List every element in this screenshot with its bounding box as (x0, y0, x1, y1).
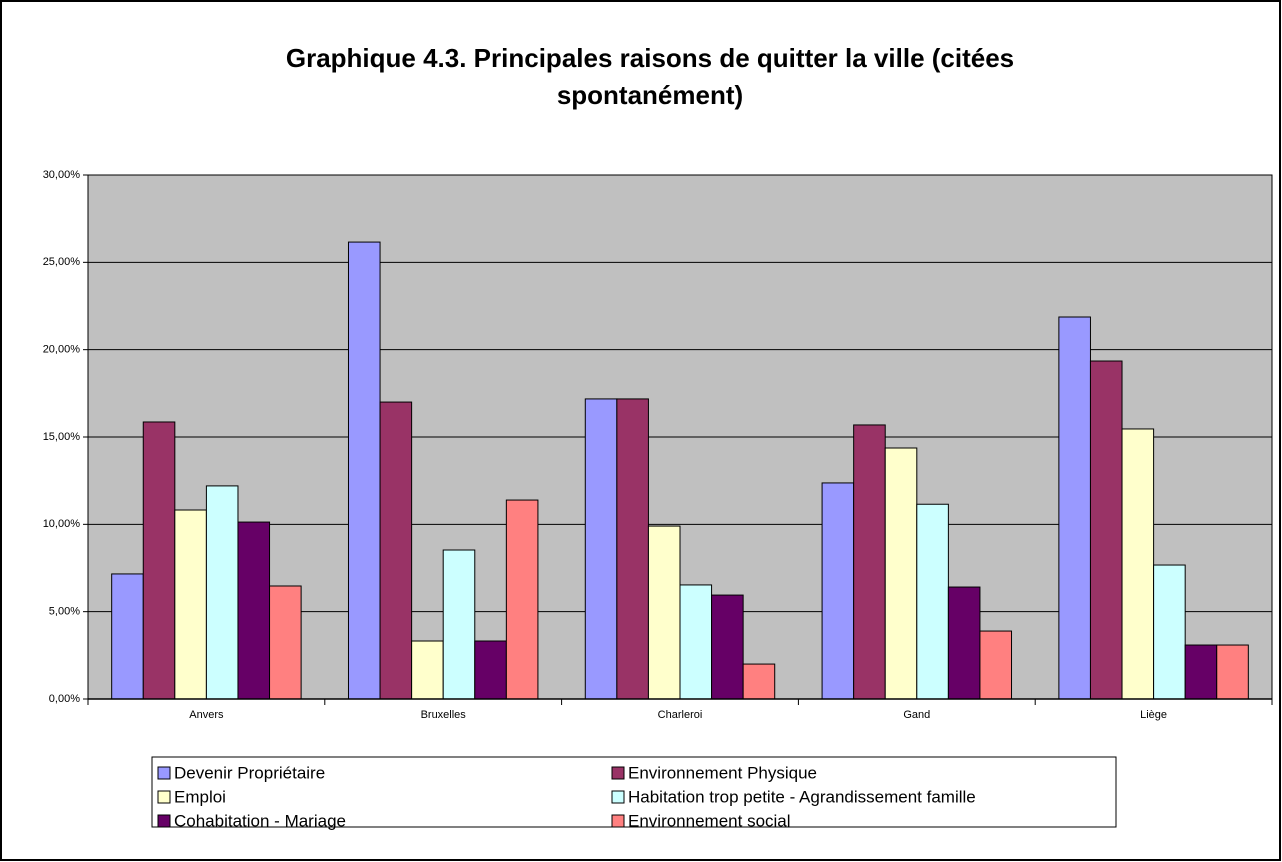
legend-swatch (611, 790, 625, 804)
legend-swatch (157, 766, 171, 780)
legend-label: Devenir Propriétaire (174, 763, 325, 782)
y-tick-label: 25,00% (43, 256, 81, 268)
bar (1184, 644, 1218, 700)
y-tick-label: 5,00% (49, 606, 80, 618)
y-tick-label: 0,00% (49, 693, 80, 705)
bar (647, 525, 681, 700)
bar (711, 594, 744, 700)
bar (442, 549, 476, 700)
x-tick-label: Bruxelles (421, 709, 467, 721)
bar (979, 630, 1013, 700)
legend-swatch (611, 814, 625, 828)
bar (505, 499, 539, 700)
bar (742, 663, 776, 700)
bar (679, 584, 713, 700)
legend-label: Habitation trop petite - Agrandissement … (628, 787, 976, 806)
x-tick-label: Liège (1140, 709, 1167, 721)
legend-label: Cohabitation - Mariage (174, 811, 346, 830)
bar (1121, 428, 1155, 700)
y-tick-label: 10,00% (43, 518, 81, 530)
bar (584, 398, 618, 700)
legend-swatch (157, 814, 171, 828)
legend-swatch (611, 766, 625, 780)
legend-swatch (157, 790, 171, 804)
bar (947, 586, 981, 700)
bar (1058, 316, 1091, 700)
bar (237, 521, 271, 700)
bar (474, 640, 507, 700)
bar (347, 241, 381, 700)
bar (1089, 360, 1123, 700)
bar (205, 485, 239, 700)
bar (1153, 564, 1186, 700)
bar (616, 398, 649, 700)
bar (111, 573, 144, 700)
bar (379, 401, 413, 700)
bar (174, 509, 207, 700)
y-tick-label: 30,00% (43, 169, 81, 181)
x-tick-label: Gand (903, 709, 930, 721)
bar (884, 447, 918, 700)
legend-label: Environnement social (628, 811, 791, 830)
legend-label: Environnement Physique (628, 763, 817, 782)
bar (1216, 644, 1249, 700)
legend-label: Emploi (174, 787, 226, 806)
y-tick-label: 15,00% (43, 431, 81, 443)
bar (411, 640, 444, 700)
bar (853, 424, 886, 700)
bar (821, 482, 855, 700)
bar (916, 503, 949, 700)
x-tick-label: Charleroi (658, 709, 703, 721)
x-tick-label: Anvers (189, 709, 224, 721)
bar (142, 421, 176, 700)
y-tick-label: 20,00% (43, 344, 81, 356)
bar (269, 585, 302, 700)
chart-title: Graphique 4.3. Principales raisons de qu… (285, 43, 1015, 110)
legend-box (151, 756, 1117, 828)
